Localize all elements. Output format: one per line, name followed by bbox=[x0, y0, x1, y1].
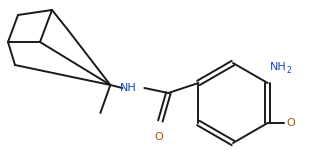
Text: NH: NH bbox=[120, 83, 136, 93]
Text: 2: 2 bbox=[287, 66, 291, 75]
Text: NH: NH bbox=[270, 62, 287, 72]
Text: O: O bbox=[287, 118, 295, 128]
Text: O: O bbox=[154, 132, 163, 142]
